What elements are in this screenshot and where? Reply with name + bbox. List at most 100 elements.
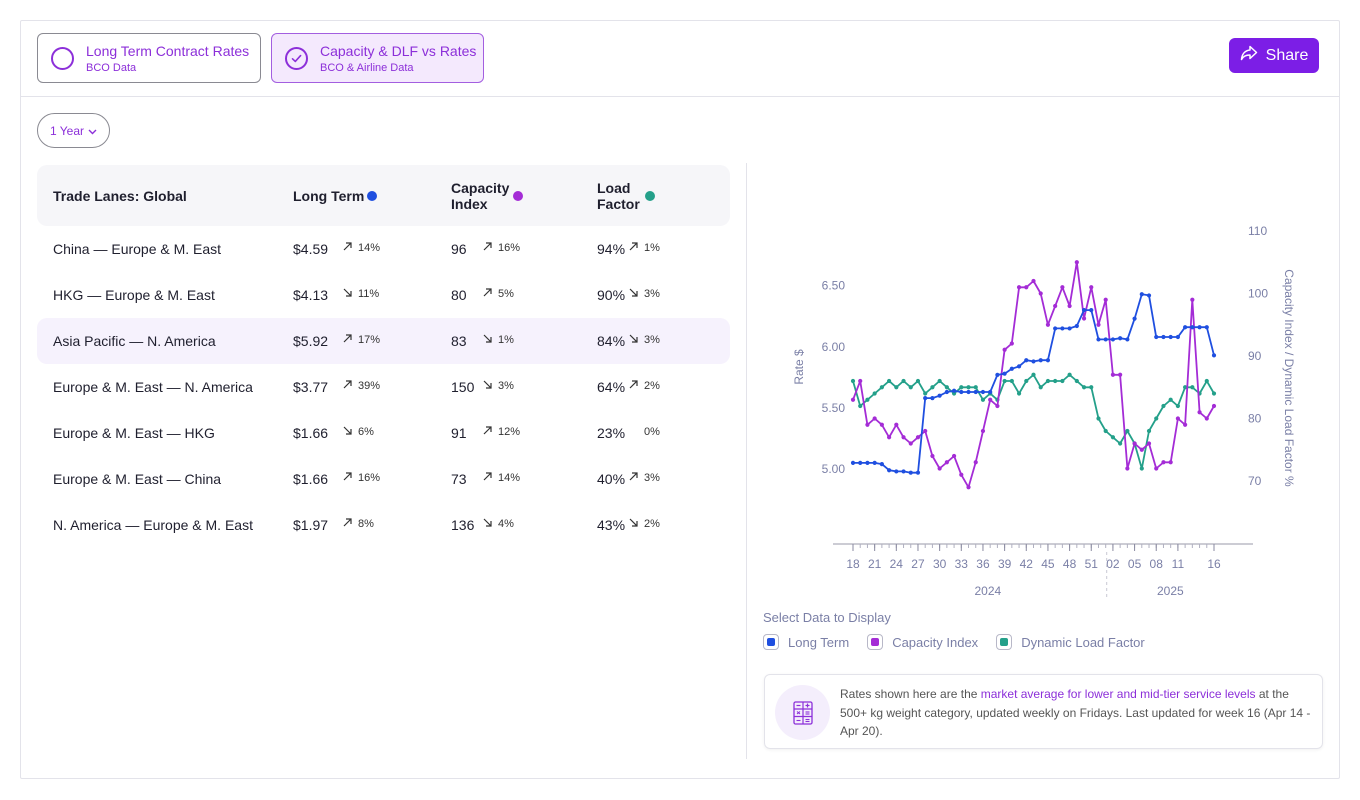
data-point-dynamic-load-factor [923, 391, 928, 396]
data-point-dynamic-load-factor [937, 378, 942, 384]
table-row[interactable]: Asia Pacific — N. America $5.92 17% 83 1% 84%… [37, 318, 730, 364]
data-point-dynamic-load-factor [1168, 397, 1173, 402]
data-point-long-term [1074, 323, 1079, 329]
x-tick-label: 48 [1063, 557, 1077, 571]
data-point-capacity-index [1016, 285, 1022, 290]
data-point-capacity-index [1096, 322, 1101, 327]
y-left-tick-label: 5.50 [822, 401, 846, 415]
long-term-change: 6% [343, 426, 374, 438]
capacity-index-change: 5% [483, 288, 514, 300]
change-percent: 14% [358, 242, 381, 254]
tab-subtitle: BCO & Airline Data [320, 62, 414, 74]
chevron-down-icon [88, 124, 97, 138]
data-point-dynamic-load-factor [1110, 435, 1116, 440]
capacity-index-change: 16% [483, 242, 520, 254]
y-right-tick-label: 90 [1248, 349, 1262, 363]
legend-title: Select Data to Display [763, 610, 891, 625]
data-point-long-term [1110, 337, 1116, 342]
long-term-value: $4.59 [293, 241, 329, 257]
data-point-capacity-index [1009, 341, 1014, 346]
data-point-capacity-index [1103, 297, 1108, 302]
data-point-capacity-index [1211, 403, 1217, 409]
data-point-long-term [923, 396, 928, 401]
capacity-index-change: 1% [483, 334, 514, 346]
data-point-dynamic-load-factor [973, 385, 978, 390]
arrow-up-right-icon [629, 380, 641, 392]
load-factor-change: 1% [629, 242, 660, 254]
data-point-capacity-index [915, 435, 921, 440]
data-point-capacity-index [1045, 322, 1051, 327]
rates-line-chart: 18 21 24 27 30 33 36 39 42 45 48 51 02 05 08 11 16 2024 20… [792, 224, 1296, 599]
load-factor-change: 0% [629, 426, 660, 438]
time-range-select[interactable]: 1 Year [37, 113, 110, 148]
x-tick-label: 27 [911, 557, 925, 571]
legend-toggle-capacity-index[interactable]: Capacity Index [867, 634, 978, 650]
share-label: Share [1265, 46, 1309, 64]
tab-title: Long Term Contract Rates [86, 43, 250, 59]
data-point-long-term [1118, 336, 1123, 341]
data-point-capacity-index [1118, 372, 1123, 377]
long-term-change: 11% [343, 288, 379, 300]
data-point-dynamic-load-factor [959, 385, 964, 390]
table-row[interactable]: Europe & M. East — China $1.66 16% 73 14% 40%… [37, 456, 730, 502]
arrow-up-right-icon [343, 380, 355, 392]
arrow-down-right-icon [483, 380, 495, 392]
vertical-divider [746, 163, 747, 759]
data-point-long-term [887, 468, 892, 473]
data-point-long-term [1009, 366, 1014, 371]
data-point-dynamic-load-factor [966, 385, 971, 390]
x-tick-label: 30 [933, 557, 947, 571]
info-note-text: Rates shown here are the market average … [840, 685, 1315, 741]
table-row[interactable]: Europe & M. East — HKG $1.66 6% 91 12% 23% 0% [37, 410, 730, 456]
data-point-dynamic-load-factor [1204, 378, 1209, 384]
legend-toggle-long-term[interactable]: Long Term [763, 634, 849, 650]
tab-capacity-dlf-vs-rates[interactable]: Capacity & DLF vs Rates BCO & Airline Da… [271, 33, 484, 83]
data-point-long-term [865, 460, 870, 465]
long-term-change: 16% [343, 472, 380, 484]
data-point-dynamic-load-factor [944, 385, 949, 390]
legend-toggle-dynamic-load-factor[interactable]: Dynamic Load Factor [996, 634, 1145, 650]
data-point-long-term [995, 372, 1000, 377]
data-point-dynamic-load-factor [1081, 385, 1087, 390]
data-point-dynamic-load-factor [1125, 428, 1130, 434]
table-row[interactable]: N. America — Europe & M. East $1.97 8% 136 4… [37, 502, 730, 548]
service-levels-link[interactable]: market average for lower and mid-tier se… [980, 687, 1256, 701]
arrow-up-right-icon [483, 426, 495, 438]
data-point-dynamic-load-factor [1146, 428, 1152, 434]
data-point-dynamic-load-factor [930, 385, 935, 390]
data-point-dynamic-load-factor [879, 385, 884, 390]
load-factor-dot-icon [645, 191, 655, 201]
x-tick-label: 33 [955, 557, 969, 571]
change-percent: 4% [498, 518, 514, 530]
data-point-capacity-index [1081, 316, 1087, 321]
arrow-up-right-icon [483, 242, 495, 254]
data-point-dynamic-load-factor [1024, 378, 1029, 384]
data-point-dynamic-load-factor [1161, 403, 1166, 409]
x-tick-label: 36 [976, 557, 990, 571]
data-point-capacity-index [908, 441, 913, 446]
data-point-long-term [901, 469, 906, 474]
data-point-capacity-index [1132, 441, 1137, 446]
x-tick-label: 11 [1172, 557, 1185, 571]
arrow-up-right-icon [629, 242, 641, 254]
arrow-up-right-icon [343, 242, 355, 254]
lane-name: Europe & M. East — N. America [53, 379, 253, 395]
arrow-down-right-icon [343, 426, 355, 438]
long-term-value: $4.13 [293, 287, 329, 303]
x-tick-label: 24 [890, 557, 904, 571]
table-row[interactable]: Europe & M. East — N. America $3.77 39% 150… [37, 364, 730, 410]
data-point-capacity-index [1002, 347, 1007, 352]
tab-long-term-contract-rates[interactable]: Long Term Contract Rates BCO Data [37, 33, 261, 83]
load-factor-change: 2% [629, 380, 660, 392]
data-point-dynamic-load-factor [1139, 466, 1144, 471]
table-row[interactable]: China — Europe & M. East $4.59 14% 96 16% 94%… [37, 226, 730, 272]
load-factor-value: 84% [597, 333, 626, 349]
share-button[interactable]: Share [1229, 38, 1319, 73]
data-point-dynamic-load-factor [1009, 378, 1014, 384]
lane-name: HKG — Europe & M. East [53, 287, 215, 303]
data-point-long-term [959, 389, 964, 395]
capacity-index-value: 91 [451, 425, 467, 441]
data-point-long-term [951, 388, 957, 393]
change-percent: 3% [644, 288, 660, 300]
table-row[interactable]: HKG — Europe & M. East $4.13 11% 80 5% 90% 3% [37, 272, 730, 318]
